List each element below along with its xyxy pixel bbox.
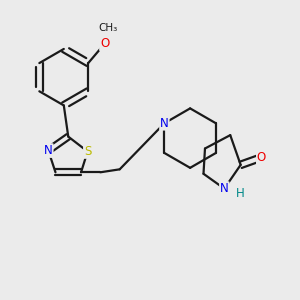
- Text: N: N: [220, 182, 229, 195]
- Text: N: N: [160, 117, 169, 130]
- Text: CH₃: CH₃: [98, 23, 117, 33]
- Text: O: O: [257, 151, 266, 164]
- Text: S: S: [84, 145, 91, 158]
- Text: O: O: [100, 37, 109, 50]
- Text: H: H: [236, 188, 245, 200]
- Text: N: N: [44, 144, 53, 157]
